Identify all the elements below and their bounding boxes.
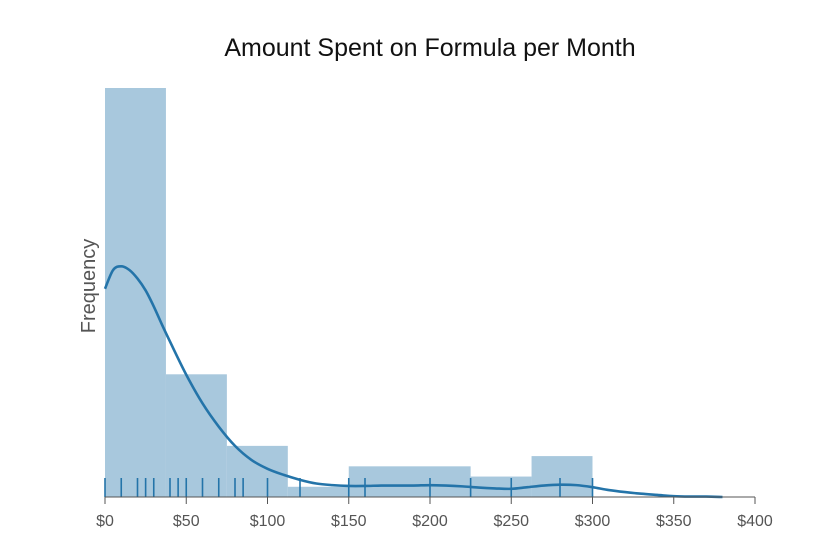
histogram-bar-5 (470, 476, 532, 497)
x-tick-label-7: $350 (656, 513, 692, 530)
x-tick-label-0: $0 (96, 513, 114, 530)
x-tick-label-8: $400 (737, 513, 773, 530)
rug-ticks (104, 478, 594, 497)
x-tick-label-6: $300 (575, 513, 611, 530)
x-tick-label-5: $250 (493, 513, 529, 530)
x-tick-label-3: $150 (331, 513, 367, 530)
chart-title: Amount Spent on Formula per Month (224, 34, 635, 62)
x-tick-label-1: $50 (173, 513, 200, 530)
histogram-bar-4 (348, 466, 471, 497)
x-tick-label-2: $100 (250, 513, 286, 530)
kde-curve (103, 265, 723, 499)
histogram-bar-3 (287, 486, 349, 497)
histogram-bar-2 (226, 445, 288, 497)
y-axis-label: Frequency (78, 239, 100, 334)
histogram-bar-6 (531, 456, 593, 497)
histogram-bar-0 (105, 88, 166, 497)
histogram-bars (105, 88, 593, 497)
x-tick-label-4: $200 (412, 513, 448, 530)
x-axis-ticks: $0 $50 $100 $150 $200 $250 $300 $350 $400 (96, 497, 773, 530)
